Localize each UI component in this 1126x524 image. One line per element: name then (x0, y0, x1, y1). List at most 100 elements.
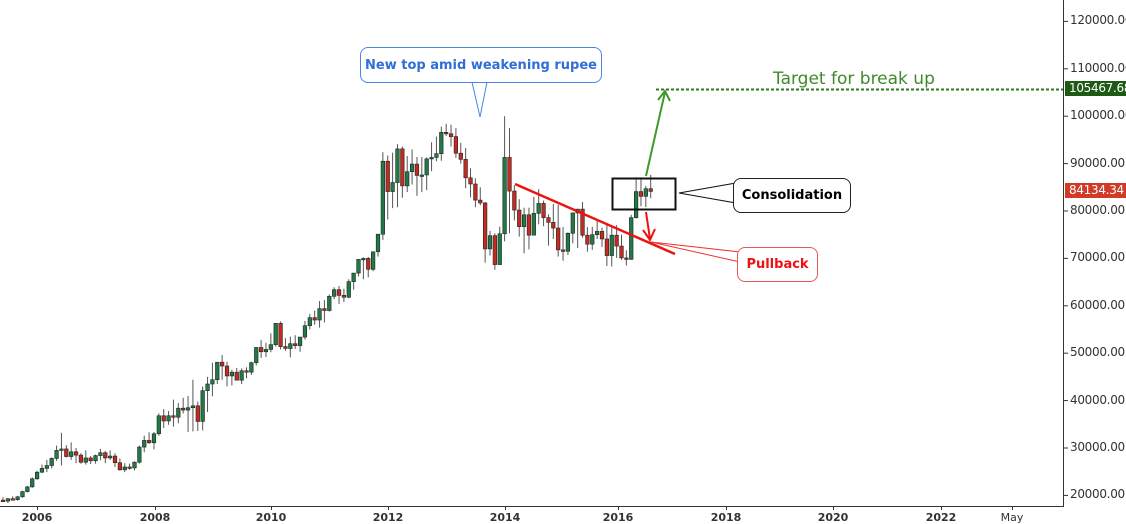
candle-down[interactable] (624, 257, 629, 260)
candle-down[interactable] (638, 191, 644, 197)
candle-down[interactable] (517, 209, 522, 227)
candle-down[interactable] (526, 214, 532, 236)
candle-up[interactable] (83, 457, 88, 463)
candle-down[interactable] (473, 183, 478, 201)
candle-up[interactable] (15, 496, 20, 500)
candle-up[interactable] (25, 486, 30, 492)
candle-up[interactable] (419, 174, 424, 177)
candle-up[interactable] (502, 157, 507, 235)
candle-down[interactable] (546, 217, 551, 223)
candle-down[interactable] (648, 188, 653, 192)
candle-up[interactable] (590, 234, 595, 245)
candle-down[interactable] (312, 317, 317, 321)
candle-down[interactable] (78, 454, 84, 463)
candle-down[interactable] (483, 202, 488, 250)
candle-up[interactable] (5, 498, 10, 502)
top-callout[interactable]: New top amid weakening rupee (360, 47, 602, 83)
candle-down[interactable] (88, 457, 93, 462)
candle-down[interactable] (322, 308, 327, 311)
consolidation-callout[interactable]: Consolidation (733, 178, 851, 213)
candle-down[interactable] (444, 132, 449, 135)
candle-down[interactable] (224, 365, 230, 377)
candle-up[interactable] (390, 182, 395, 192)
candle-up[interactable] (307, 317, 312, 327)
candle-up[interactable] (351, 272, 356, 282)
candle-up[interactable] (263, 349, 269, 353)
candle-up[interactable] (254, 347, 259, 363)
candle-up[interactable] (69, 451, 74, 457)
candle-down[interactable] (171, 415, 176, 418)
candle-up[interactable] (215, 361, 220, 381)
candle-up[interactable] (49, 458, 54, 466)
candle-down[interactable] (585, 234, 590, 245)
candle-up[interactable] (185, 407, 191, 411)
candle-up[interactable] (249, 362, 254, 373)
candle-up[interactable] (487, 235, 493, 250)
candle-up[interactable] (122, 466, 127, 471)
candle-down[interactable] (468, 177, 473, 185)
candle-up[interactable] (200, 390, 205, 422)
candle-down[interactable] (580, 208, 585, 236)
pullback-callout[interactable]: Pullback (737, 247, 818, 282)
candle-up[interactable] (30, 478, 35, 488)
candle-up[interactable] (142, 440, 147, 448)
candle-down[interactable] (0, 499, 6, 502)
candle-up[interactable] (375, 233, 381, 253)
candle-up[interactable] (317, 308, 322, 321)
candle-down[interactable] (541, 203, 546, 218)
candle-up[interactable] (424, 158, 429, 176)
candle-up[interactable] (39, 468, 45, 473)
candle-down[interactable] (10, 498, 15, 501)
candle-down[interactable] (507, 157, 512, 192)
trendline[interactable] (514, 182, 676, 256)
candle-up[interactable] (531, 213, 536, 236)
candle-down[interactable] (599, 231, 605, 240)
candle-down[interactable] (293, 343, 298, 346)
candle-up[interactable] (434, 153, 439, 158)
candle-up[interactable] (229, 371, 234, 377)
candle-up[interactable] (20, 491, 25, 498)
candle-up[interactable] (268, 344, 273, 350)
candle-up[interactable] (629, 217, 634, 260)
candle-up[interactable] (609, 234, 614, 256)
candle-down[interactable] (147, 440, 152, 444)
candle-down[interactable] (112, 455, 118, 463)
candle-up[interactable] (570, 212, 575, 234)
candle-up[interactable] (327, 296, 332, 311)
candle-up[interactable] (93, 455, 98, 462)
candle-down[interactable] (551, 222, 556, 229)
candle-down[interactable] (478, 199, 483, 204)
candle-up[interactable] (346, 281, 351, 298)
candle-up[interactable] (380, 160, 385, 235)
candle-up[interactable] (59, 448, 64, 451)
candle-up[interactable] (98, 452, 103, 456)
candle-down[interactable] (161, 415, 166, 422)
candle-down[interactable] (458, 152, 463, 160)
candle-down[interactable] (614, 234, 619, 247)
candle-down[interactable] (453, 136, 459, 154)
candle-down[interactable] (385, 160, 390, 192)
candle-down[interactable] (64, 448, 69, 457)
candle-down[interactable] (234, 371, 239, 381)
candle-up[interactable] (44, 465, 49, 469)
candle-down[interactable] (463, 159, 468, 179)
candle-up[interactable] (132, 461, 137, 469)
candle-up[interactable] (302, 325, 308, 338)
candle-up[interactable] (205, 383, 210, 391)
candle-up[interactable] (137, 446, 142, 463)
candle-down[interactable] (259, 347, 264, 353)
candle-up[interactable] (190, 405, 196, 409)
candle-up[interactable] (239, 370, 244, 381)
candle-up[interactable] (409, 163, 415, 172)
candle-up[interactable] (361, 258, 366, 261)
candle-down[interactable] (341, 295, 347, 298)
candle-down[interactable] (619, 245, 624, 259)
candle-up[interactable] (156, 415, 161, 435)
candle-down[interactable] (117, 462, 122, 471)
candle-down[interactable] (283, 346, 288, 349)
candle-up[interactable] (288, 343, 293, 349)
candle-down[interactable] (220, 361, 225, 367)
candle-up[interactable] (536, 203, 541, 214)
candle-up[interactable] (633, 191, 639, 218)
